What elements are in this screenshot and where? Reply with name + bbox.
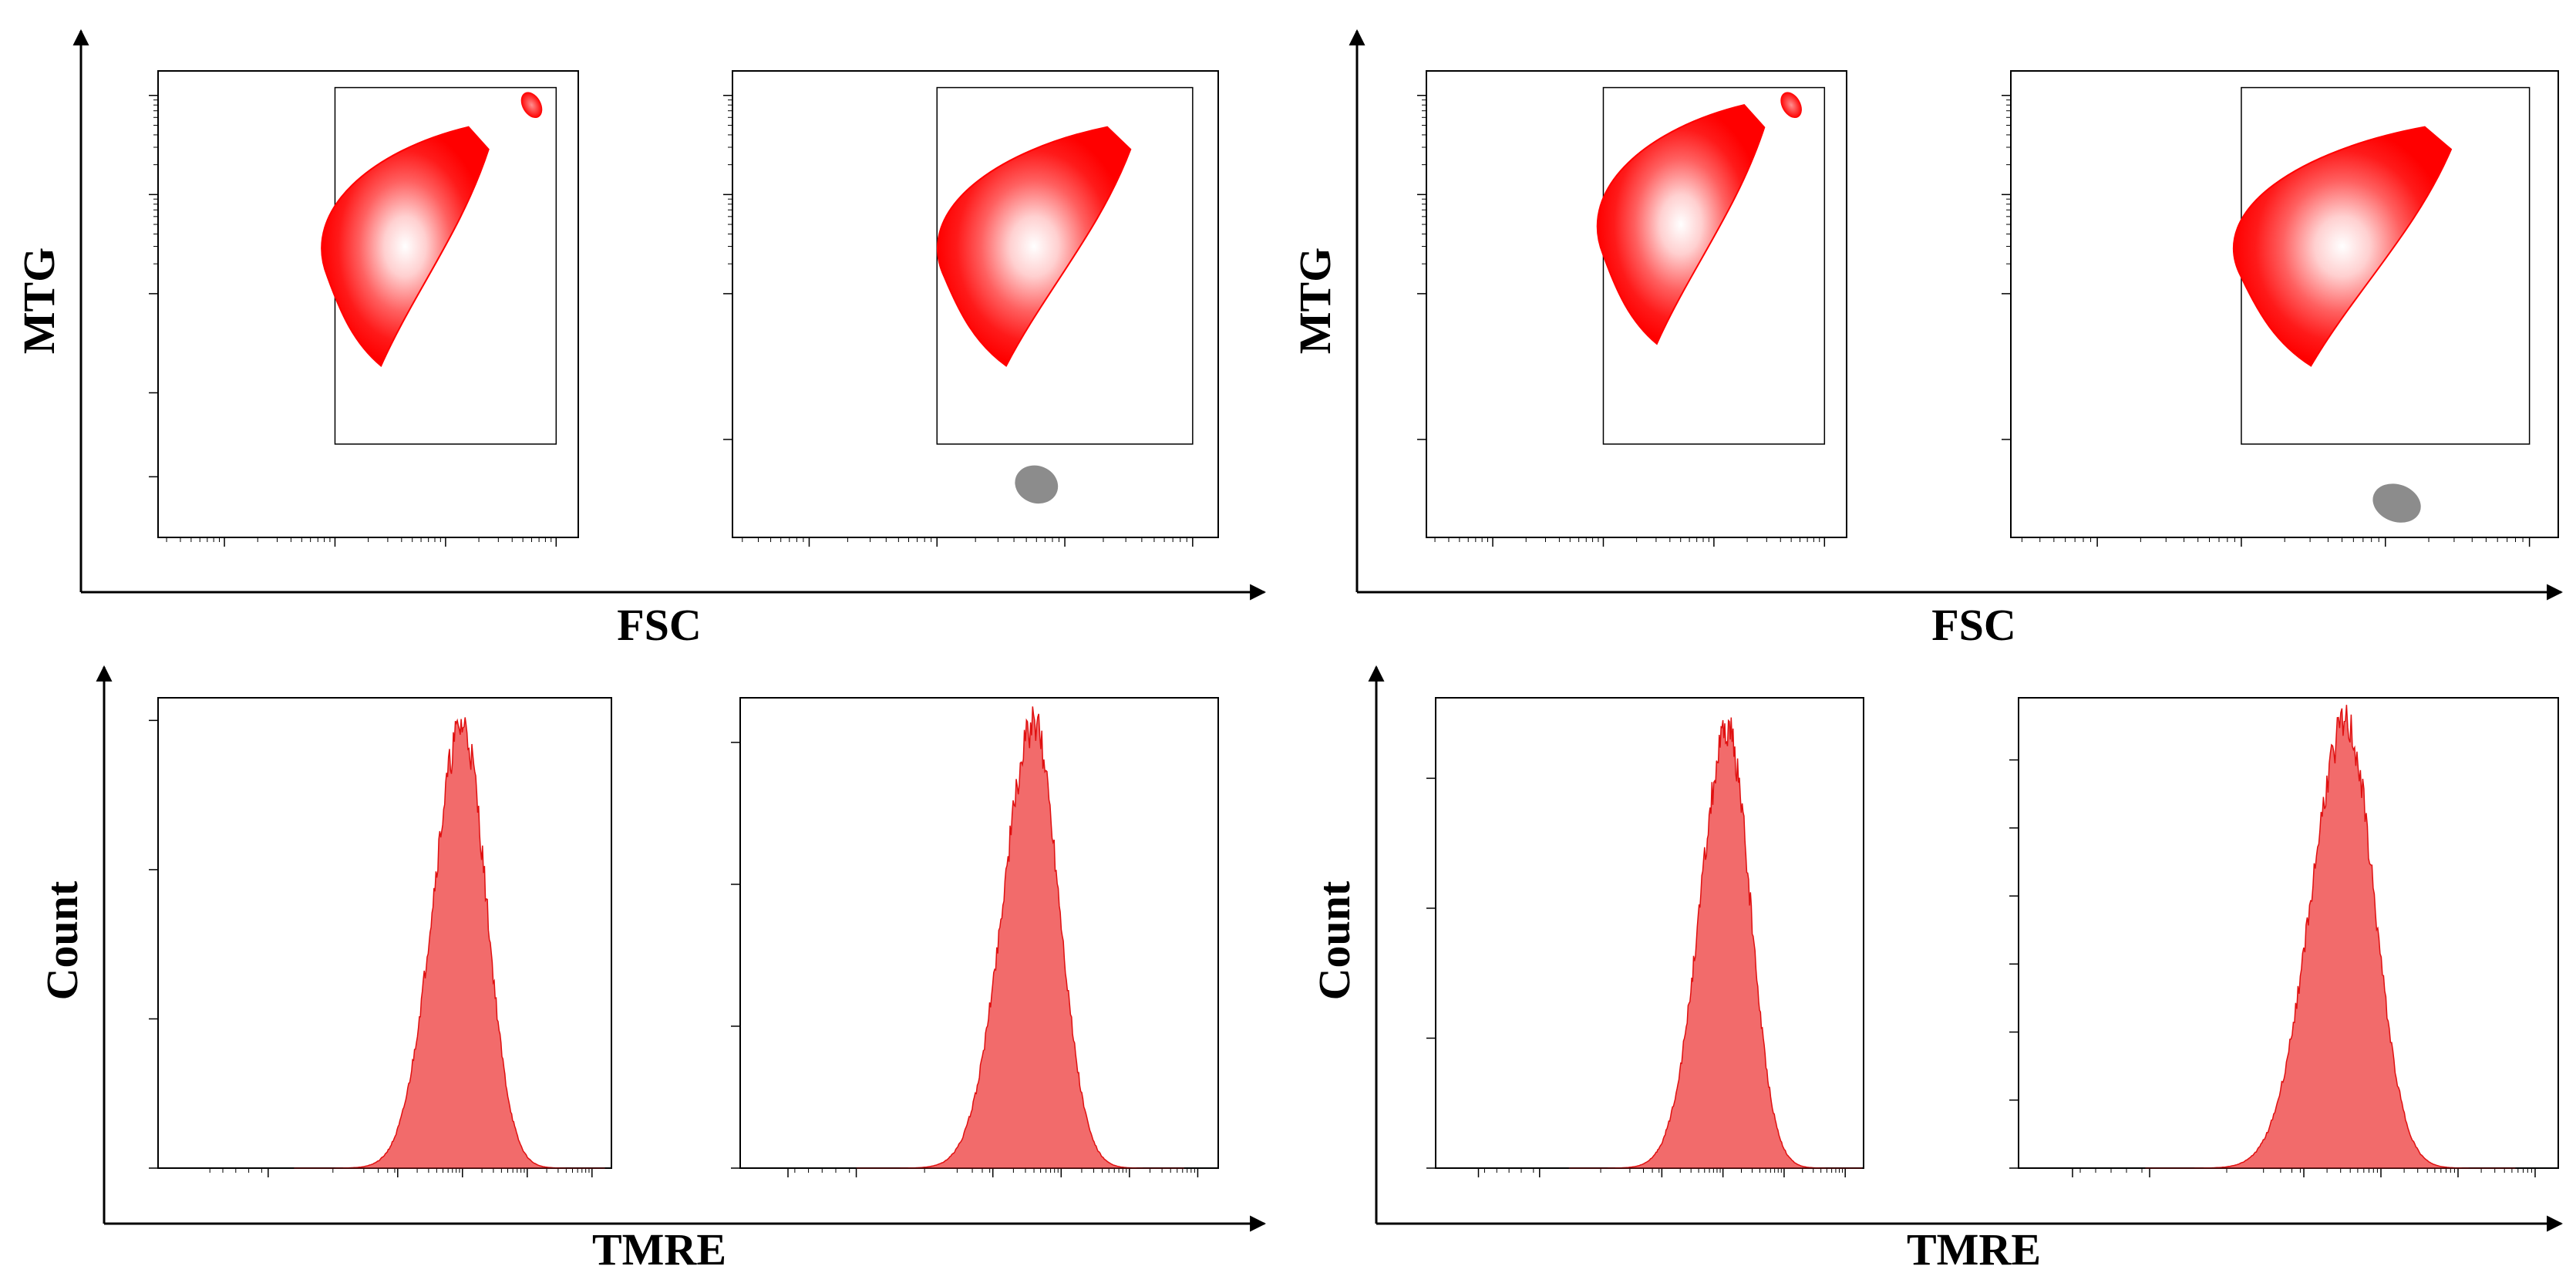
histogram-area	[856, 706, 1184, 1169]
panel-3	[1417, 70, 1847, 547]
panel-7	[1426, 697, 1864, 1177]
population-main	[2232, 126, 2453, 367]
histogram-area	[2145, 705, 2516, 1169]
plot-frame	[157, 697, 612, 1169]
panels	[149, 70, 2559, 1177]
gate-p1	[936, 86, 1194, 445]
gate-p1	[1602, 86, 1826, 445]
panel-1	[149, 70, 579, 547]
histogram-area	[1568, 717, 1863, 1169]
population-outside-gate	[1015, 465, 1059, 504]
left-bottom-y-label: Count	[37, 881, 87, 1000]
population-main	[321, 126, 490, 368]
panel-2	[723, 70, 1219, 547]
panel-8	[2009, 697, 2559, 1177]
right-top-y-label: MTG	[1290, 248, 1340, 355]
left-bottom-x-label: TMRE	[592, 1224, 726, 1275]
population-secondary	[1780, 92, 1802, 119]
histogram-area	[294, 717, 605, 1169]
left-top-x-label: FSC	[617, 600, 702, 650]
right-top-x-label: FSC	[1931, 600, 2016, 650]
population-outside-gate	[2372, 483, 2421, 523]
panel-6	[731, 697, 1219, 1177]
left-top-y-label: MTG	[14, 248, 64, 355]
group-axes	[72, 29, 2564, 1232]
plot-frame	[1435, 697, 1864, 1169]
right-bottom-x-label: TMRE	[1907, 1224, 2041, 1275]
panel-5	[149, 697, 612, 1177]
panel-4	[2002, 70, 2559, 547]
population-secondary	[520, 92, 543, 119]
population-main	[1596, 104, 1766, 345]
right-bottom-y-label: Count	[1309, 881, 1359, 1000]
population-main	[937, 126, 1132, 367]
